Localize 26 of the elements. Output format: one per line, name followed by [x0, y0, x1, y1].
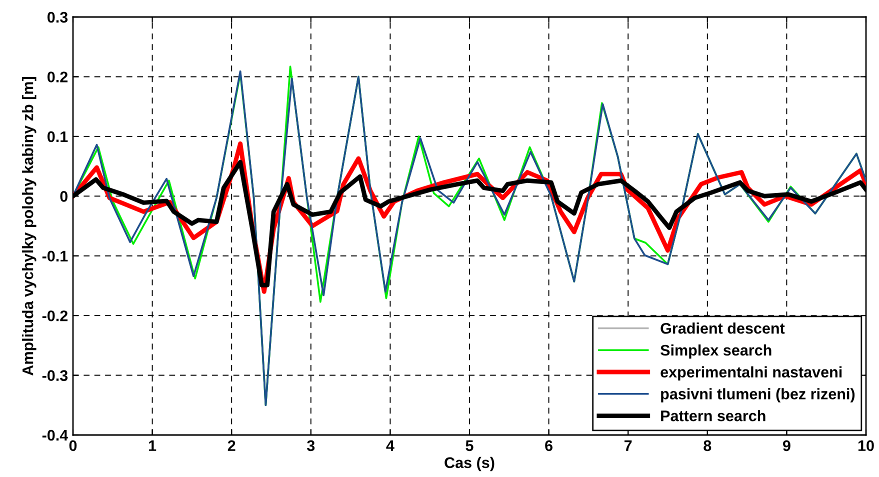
y-tick-label: -0.3: [42, 370, 68, 381]
x-tick-label: 1: [149, 440, 156, 451]
x-tick-label: 7: [624, 440, 632, 451]
x-tick-label: 2: [228, 440, 236, 451]
y-tick-label: -0.2: [42, 310, 68, 322]
x-tick-label: 3: [307, 440, 315, 452]
legend-label: Pattern search: [661, 410, 766, 422]
x-tick-label: 5: [466, 440, 474, 452]
legend-label: Gradient descent: [660, 322, 785, 334]
x-tick-label: 6: [545, 440, 552, 452]
legend-label: experimentalni nastaveni: [660, 366, 842, 381]
x-tick-label: 8: [704, 440, 712, 452]
legend-label: pasivni tlumeni (bez rizeni): [661, 388, 855, 402]
x-tick-label: 4: [386, 440, 394, 451]
y-tick-label: -0.1: [42, 250, 68, 262]
x-tick-label: 0: [69, 440, 77, 452]
y-tick-label: 0.3: [48, 12, 68, 23]
y-tick-label: 0.1: [48, 131, 68, 142]
y-axis-title: Amplituda vychylky polohy kabiny zb [m]: [22, 77, 36, 376]
legend-label: Simplex search: [660, 344, 772, 359]
y-tick-label: 0.2: [48, 72, 68, 82]
y-tick-label: -0.4: [42, 430, 68, 441]
y-tick-label: 0: [60, 191, 68, 202]
x-tick-label: 10: [858, 440, 874, 452]
x-axis-title: Cas (s): [444, 456, 494, 472]
x-tick-label: 9: [782, 440, 790, 452]
